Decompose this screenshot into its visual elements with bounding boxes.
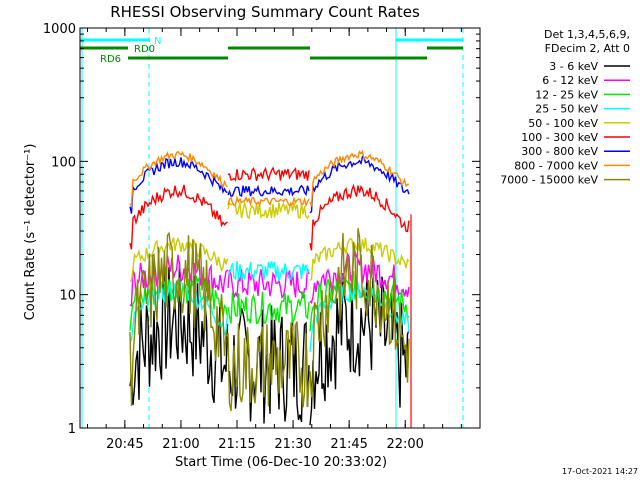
footer-timestamp: 17-Oct-2021 14:27: [562, 467, 638, 476]
plot-frame: [79, 27, 481, 429]
x-axis-label: Start Time (06-Dec-10 20:33:02): [175, 455, 387, 470]
series-lines: [129, 149, 412, 428]
series-line: [129, 166, 410, 251]
chart-title: RHESSI Observing Summary Count Rates: [110, 3, 420, 21]
legend-label: 6 - 12 keV: [542, 74, 598, 87]
legend-label: 25 - 50 keV: [535, 103, 598, 116]
legend-label: 3 - 6 keV: [549, 60, 598, 73]
legend-label: 7000 - 15000 keV: [500, 174, 598, 187]
series-line: [129, 249, 410, 308]
legend-header-line-2: FDecim 2, Att 0: [545, 42, 630, 55]
legend-label: 50 - 100 keV: [528, 117, 598, 130]
y-axis-label: Count Rate (s⁻¹ detector⁻¹): [23, 144, 38, 321]
x-tick-label: 20:45: [106, 437, 143, 452]
y-tick-label: 100: [51, 155, 76, 170]
legend-label: 300 - 800 keV: [521, 145, 598, 158]
flag-label-rd6: RD6: [100, 54, 121, 65]
axes: 1 10 100 1000 20:45 21:00 21:15 21:30 21:45 22:00: [43, 22, 481, 452]
x-tick-label: 22:00: [386, 437, 423, 452]
x-tick-label: 21:45: [330, 437, 367, 452]
flag-label-rd0: RD0: [134, 44, 155, 55]
series-line: [129, 149, 410, 209]
series-line: [129, 228, 410, 412]
y-tick-label: 1: [68, 422, 76, 437]
legend-label: 12 - 25 keV: [535, 88, 598, 101]
y-tick-label: 10: [59, 289, 76, 304]
series-line: [129, 155, 410, 214]
x-tick-label: 21:00: [162, 437, 199, 452]
series-line: [129, 200, 410, 282]
legend-header-line-1: Det 1,3,4,5,6,9,: [544, 28, 630, 41]
x-tick-label: 21:15: [218, 437, 255, 452]
flag-label-n: N: [154, 36, 161, 47]
x-tick-label: 21:30: [274, 437, 311, 452]
legend-label: 100 - 300 keV: [521, 131, 598, 144]
legend-label: 800 - 7000 keV: [514, 159, 598, 172]
y-tick-label: 1000: [43, 22, 76, 37]
